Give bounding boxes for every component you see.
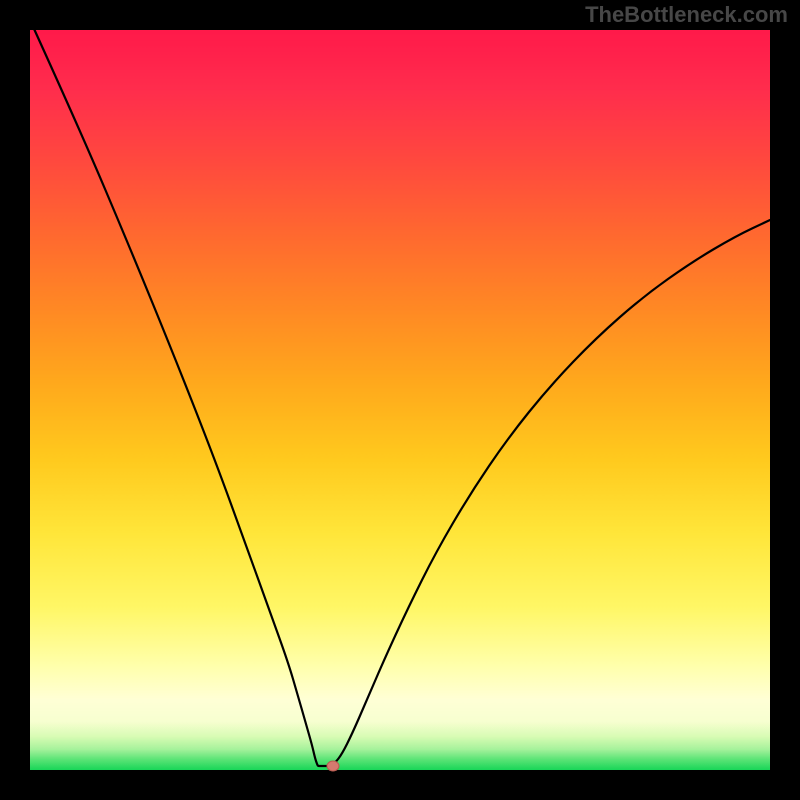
chart-container [0, 0, 800, 800]
watermark-text: TheBottleneck.com [585, 2, 788, 28]
gradient-plot-area [30, 30, 770, 770]
